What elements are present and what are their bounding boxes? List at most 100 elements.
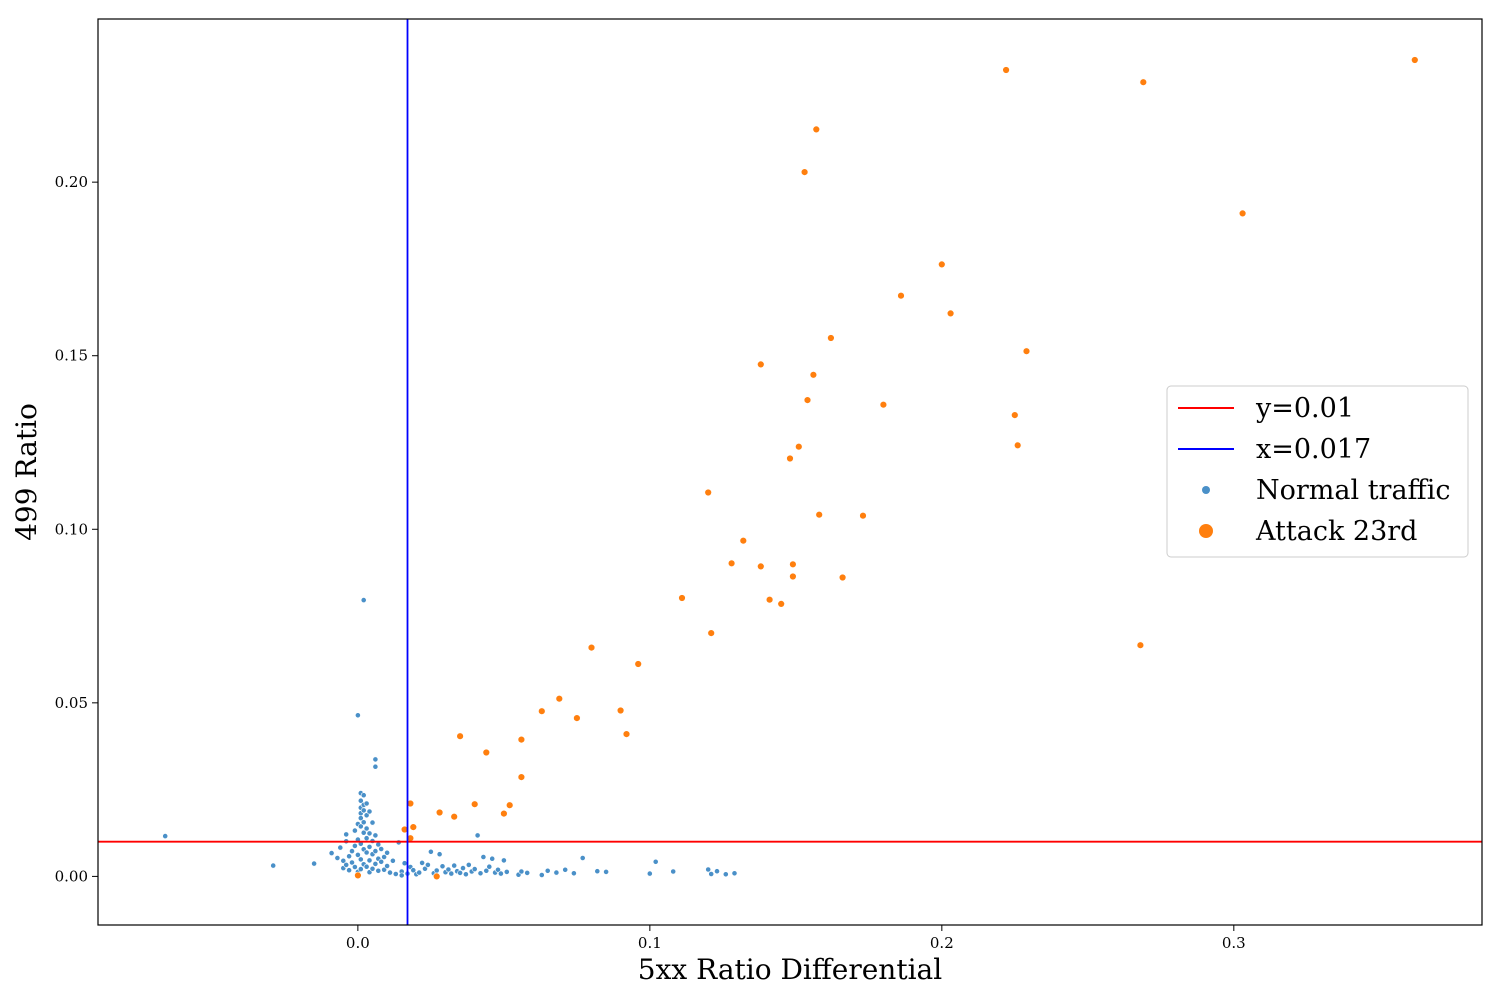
- attack-point-15: [538, 707, 546, 715]
- attack-point-16: [555, 694, 563, 703]
- normal-point-116: [553, 869, 560, 876]
- attack-point-49: [1013, 441, 1022, 449]
- attack-point-21: [634, 660, 642, 668]
- attack-point-44: [897, 292, 905, 300]
- attack-point-23: [704, 488, 712, 497]
- normal-point-81: [419, 860, 425, 866]
- normal-point-123: [652, 858, 659, 865]
- normal-point-114: [538, 872, 545, 878]
- x-tick-label: 0.2: [930, 934, 954, 952]
- normal-point-43: [363, 835, 370, 842]
- legend-box: [1166, 385, 1469, 558]
- normal-point-51: [369, 819, 376, 826]
- attack-point-45: [938, 260, 946, 269]
- normal-point-42: [363, 825, 370, 832]
- normal-point-44: [363, 849, 370, 856]
- reference-lines: [98, 19, 1482, 925]
- legend-label-y-line: y=0.01: [1255, 393, 1354, 424]
- attack-point-25: [727, 559, 736, 567]
- normal-point-84: [427, 848, 434, 855]
- attack-point-11: [500, 809, 508, 818]
- normal-point-49: [366, 857, 373, 864]
- normal-point-45: [363, 863, 370, 870]
- normal-point-96: [462, 871, 469, 878]
- normal-point-12: [346, 867, 352, 874]
- normal-point-122: [646, 870, 653, 877]
- normal-point-127: [714, 868, 720, 875]
- normal-point-39: [360, 597, 367, 603]
- attack-point-17: [573, 714, 581, 722]
- attack-point-28: [757, 360, 765, 369]
- normal-point-27: [357, 815, 364, 821]
- normal-point-62: [375, 867, 382, 874]
- attack-point-50: [1022, 347, 1031, 355]
- attack-point-42: [859, 511, 867, 520]
- normal-point-66: [381, 866, 387, 873]
- normal-point-54: [369, 865, 376, 872]
- normal-point-99: [471, 866, 478, 872]
- attack-point-6: [435, 808, 444, 817]
- normal-point-22: [354, 712, 361, 719]
- normal-point-35: [360, 819, 367, 826]
- attack-point-5: [433, 872, 441, 881]
- normal-point-20: [354, 852, 361, 858]
- normal-point-105: [489, 855, 496, 862]
- y-tick-label: 0.15: [55, 347, 88, 365]
- normal-point-64: [378, 858, 385, 865]
- attack-point-32: [789, 560, 797, 568]
- normal-point-13: [349, 848, 355, 854]
- normal-point-41: [363, 812, 370, 819]
- normal-point-104: [486, 863, 493, 870]
- normal-point-65: [381, 854, 387, 860]
- normal-point-86: [433, 867, 440, 874]
- attack-point-40: [827, 334, 835, 342]
- normal-point-88: [439, 863, 446, 870]
- legend-label-normal-traffic: Normal traffic: [1256, 475, 1451, 506]
- attack-point-4: [409, 823, 417, 831]
- normal-point-126: [708, 871, 715, 877]
- normal-point-101: [477, 870, 484, 877]
- y-tick-label: 0.20: [55, 173, 88, 191]
- normal-point-91: [448, 870, 455, 877]
- normal-point-59: [372, 861, 379, 867]
- normal-point-36: [360, 829, 367, 836]
- legend-swatch-normal-traffic: [1202, 486, 1210, 494]
- normal-point-100: [474, 832, 481, 839]
- normal-point-78: [410, 867, 417, 874]
- normal-point-34: [360, 807, 367, 814]
- normal-point-7: [340, 857, 347, 864]
- normal-point-46: [366, 808, 373, 815]
- normal-traffic-points: [162, 597, 738, 879]
- attack-point-36: [803, 396, 812, 404]
- legend-label-attack: Attack 23rd: [1255, 516, 1417, 547]
- normal-point-58: [372, 848, 379, 854]
- attack-point-10: [482, 748, 490, 757]
- attack-point-48: [1011, 411, 1019, 419]
- normal-point-31: [357, 866, 364, 872]
- normal-point-71: [392, 871, 399, 877]
- normal-point-28: [357, 823, 364, 830]
- x-tick-label: 0.3: [1222, 934, 1246, 952]
- normal-point-69: [387, 869, 393, 876]
- attack-point-14: [517, 735, 526, 744]
- normal-point-121: [603, 869, 609, 875]
- normal-point-95: [460, 865, 466, 871]
- normal-point-3: [328, 850, 335, 856]
- normal-point-17: [351, 864, 358, 870]
- plot-area-frame: [97, 18, 1483, 926]
- normal-point-125: [705, 866, 712, 873]
- normal-point-68: [384, 863, 390, 869]
- normal-point-2: [311, 860, 317, 867]
- normal-point-87: [436, 851, 443, 858]
- normal-point-74: [398, 872, 405, 879]
- normal-point-11: [346, 853, 352, 860]
- x-axis-ticks: 0.0 0.1 0.2 0.3: [346, 925, 1246, 952]
- attack-point-52: [1139, 78, 1148, 86]
- normal-point-119: [579, 855, 586, 861]
- normal-point-115: [544, 867, 551, 874]
- normal-point-63: [378, 846, 385, 852]
- normal-point-82: [422, 865, 428, 872]
- attack-point-46: [946, 309, 955, 318]
- attack-point-35: [800, 168, 809, 176]
